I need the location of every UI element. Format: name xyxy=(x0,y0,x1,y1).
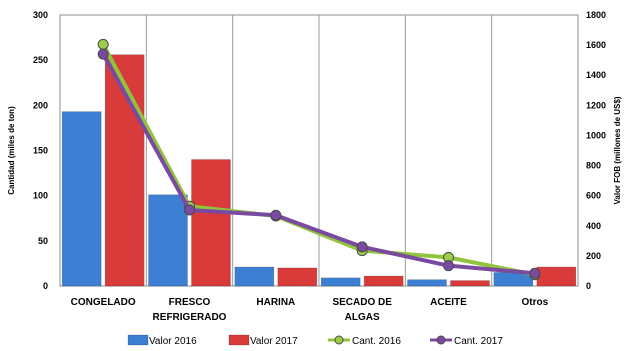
bar xyxy=(191,159,231,287)
y-left-tick-label: 150 xyxy=(33,146,48,156)
series-line xyxy=(101,43,536,277)
y-right-tick-label: 1800 xyxy=(586,10,606,20)
x-category-label: SECADO DE ALGAS xyxy=(332,297,392,323)
bar xyxy=(277,267,318,287)
bar xyxy=(148,194,188,287)
legend-label: Valor 2017 xyxy=(250,336,298,347)
y-right-tick-label: 1600 xyxy=(586,40,606,50)
bar xyxy=(61,111,102,287)
y-right-tick-label: 0 xyxy=(586,281,591,291)
y-right-tick-label: 1400 xyxy=(586,70,606,80)
y-left-tick-label: 100 xyxy=(33,191,48,201)
y-left-tick-label: 200 xyxy=(33,100,48,110)
legend-label: Cant. 2016 xyxy=(352,336,401,347)
y-right-axis-title: Valor FOB (millones de US$) xyxy=(613,96,622,204)
legend-label: Valor 2016 xyxy=(149,336,197,347)
y-left-tick-label: 0 xyxy=(43,281,48,291)
y-right-tick-label: 400 xyxy=(586,221,601,231)
series-point xyxy=(97,38,109,50)
y-left-tick-label: 50 xyxy=(38,236,48,246)
bar xyxy=(320,277,361,287)
series-line xyxy=(101,53,536,276)
bar xyxy=(407,279,447,287)
y-left-tick-label: 300 xyxy=(33,10,48,20)
x-category-label: FRESCO REFRIGERADO xyxy=(153,297,227,323)
legend-label: Cant. 2017 xyxy=(454,336,503,347)
series-point xyxy=(529,267,541,279)
y-right-tick-label: 800 xyxy=(586,161,601,171)
bar xyxy=(450,280,490,287)
series-point xyxy=(356,241,368,253)
bar xyxy=(363,275,404,287)
y-right-tick-label: 600 xyxy=(586,191,601,201)
bar xyxy=(234,266,275,287)
series-point xyxy=(97,48,109,60)
legend-swatch xyxy=(127,334,149,346)
legend-marker xyxy=(334,335,344,345)
y-right-tick-label: 200 xyxy=(586,251,601,261)
x-category-label: Otros xyxy=(521,297,548,308)
y-right-tick-label: 1200 xyxy=(586,100,606,110)
legend-swatch xyxy=(228,334,250,346)
series-point xyxy=(270,209,282,221)
x-category-label: HARINA xyxy=(256,297,295,308)
series-point xyxy=(184,204,195,216)
y-left-axis-title: Cantidad (miles de ton) xyxy=(7,106,16,195)
x-category-label: CONGELADO xyxy=(71,297,136,308)
y-right-tick-label: 1000 xyxy=(586,130,606,140)
y-left-tick-label: 250 xyxy=(33,55,48,65)
x-category-label: ACEITE xyxy=(430,297,467,308)
legend-marker xyxy=(436,335,446,345)
series-point xyxy=(443,260,454,272)
bar xyxy=(536,266,577,287)
